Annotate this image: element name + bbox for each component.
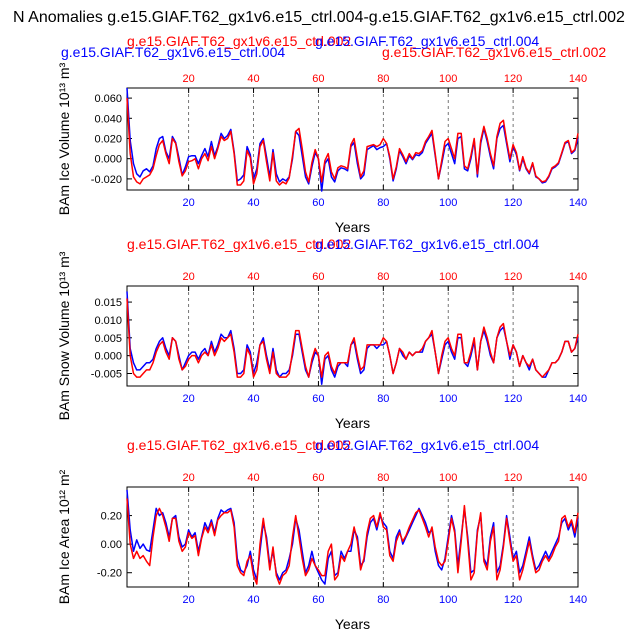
run-label-red: g.e15.GIAF.T62_gx1v6.e15_ctrl.002 (127, 33, 351, 49)
x-tick-label: 60 (312, 594, 324, 606)
y-tick-label: -0.20 (97, 568, 122, 580)
x-tick-label-top: 80 (377, 472, 389, 484)
run-label-blue: g.e15.GIAF.T62_gx1v6.e15_ctrl.004 (315, 437, 539, 453)
chart-panel-3: -0.20 0.00 0.20 20 20 40 40 60 60 80 80 100 100 120 12… (56, 437, 587, 632)
series-line-red (126, 98, 579, 186)
x-tick-label: 100 (439, 197, 457, 209)
x-tick-label-top: 100 (439, 271, 457, 283)
x-tick-label-top: 100 (439, 73, 457, 85)
x-tick-label: 80 (377, 594, 389, 606)
run-label-blue: g.e15.GIAF.T62_gx1v6.e15_ctrl.004 (315, 236, 539, 252)
x-tick-label-top: 80 (377, 73, 389, 85)
series-line-blue (126, 87, 579, 192)
x-tick-label: 140 (569, 197, 587, 209)
run-label-red: g.e15.GIAF.T62_gx1v6.e15_ctrl.002 (127, 236, 351, 252)
run-label-red-right: g.e15.GIAF.T62_gx1v6.e15_ctrl.002 (382, 44, 606, 60)
series-line-red (126, 498, 579, 585)
y-tick-label: 0.040 (94, 113, 122, 125)
y-tick-label: 0.005 (94, 333, 122, 345)
x-tick-label-top: 140 (569, 271, 587, 283)
x-tick-label: 100 (439, 594, 457, 606)
x-tick-label: 60 (312, 197, 324, 209)
x-tick-label: 120 (504, 197, 522, 209)
x-tick-label-top: 60 (312, 271, 324, 283)
y-tick-label: -0.020 (91, 174, 122, 186)
y-axis-label: BAm Ice Area 10¹² m² (56, 469, 72, 604)
x-tick-label: 120 (504, 594, 522, 606)
run-label-blue-center: g.e15.GIAF.T62_gx1v6.e15_ctrl.004 (315, 33, 539, 49)
figure-title: N Anomalies g.e15.GIAF.T62_gx1v6.e15_ctr… (13, 9, 625, 26)
x-tick-label-top: 40 (247, 472, 259, 484)
x-axis-label: Years (335, 415, 370, 431)
series-line-red (126, 298, 579, 378)
run-label-red: g.e15.GIAF.T62_gx1v6.e15_ctrl.002 (127, 437, 351, 453)
y-tick-label: 0.010 (94, 315, 122, 327)
x-tick-label: 20 (183, 197, 195, 209)
y-axis-label: BAm Ice Volume 10¹³ m³ (56, 62, 72, 215)
x-tick-label-top: 80 (377, 271, 389, 283)
y-tick-label: 0.000 (94, 154, 122, 166)
x-tick-label-top: 140 (569, 472, 587, 484)
x-tick-label: 20 (183, 393, 195, 405)
y-tick-label: 0.000 (94, 351, 122, 363)
x-tick-label: 140 (569, 594, 587, 606)
x-tick-label: 60 (312, 393, 324, 405)
x-tick-label: 120 (504, 393, 522, 405)
x-tick-label-top: 60 (312, 73, 324, 85)
y-tick-label: 0.015 (94, 297, 122, 309)
y-tick-label: 0.00 (101, 539, 122, 551)
plot-frame (126, 486, 579, 588)
chart-panel-2: -0.005 0.000 0.005 0.010 0.015 20 20 40 40 60 60 80… (56, 236, 587, 431)
y-axis-label: BAm Snow Volume 10¹³ m³ (56, 251, 72, 420)
x-tick-label-top: 20 (183, 271, 195, 283)
charts-container: -0.020 0.000 0.020 0.040 0.060 20 20 40 40 60 60 80… (56, 33, 606, 632)
x-axis-label: Years (335, 219, 370, 235)
x-tick-label-top: 60 (312, 472, 324, 484)
x-tick-label-top: 20 (183, 472, 195, 484)
x-tick-label-top: 120 (504, 73, 522, 85)
x-tick-label: 140 (569, 393, 587, 405)
run-label-blue: g.e15.GIAF.T62_gx1v6.e15_ctrl.004 (61, 44, 285, 60)
x-tick-label-top: 20 (183, 73, 195, 85)
y-tick-label: -0.005 (91, 369, 122, 381)
y-tick-label: 0.060 (94, 93, 122, 105)
y-tick-label: 0.20 (101, 511, 122, 523)
x-tick-label-top: 100 (439, 472, 457, 484)
x-tick-label: 20 (183, 594, 195, 606)
x-tick-label: 40 (247, 197, 259, 209)
x-tick-label-top: 120 (504, 472, 522, 484)
x-tick-label: 100 (439, 393, 457, 405)
y-tick-label: 0.020 (94, 133, 122, 145)
x-tick-label: 40 (247, 393, 259, 405)
x-tick-label-top: 120 (504, 271, 522, 283)
x-tick-label-top: 40 (247, 271, 259, 283)
chart-panel-1: -0.020 0.000 0.020 0.040 0.060 20 20 40 40 60 60 80… (56, 33, 606, 235)
x-tick-label-top: 140 (569, 73, 587, 85)
x-tick-label-top: 40 (247, 73, 259, 85)
x-axis-label: Years (335, 616, 370, 632)
x-tick-label: 80 (377, 197, 389, 209)
x-tick-label: 80 (377, 393, 389, 405)
x-tick-label: 40 (247, 594, 259, 606)
